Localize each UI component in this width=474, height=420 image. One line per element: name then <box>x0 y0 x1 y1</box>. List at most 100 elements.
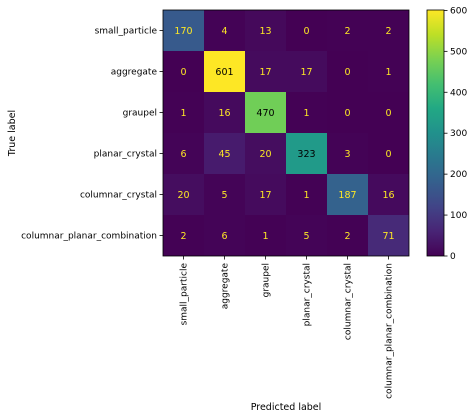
colorbar-tick-label: 300 <box>450 129 467 139</box>
cell-value-label: 16 <box>382 190 394 201</box>
x-tick-label: columnar_crystal <box>344 263 354 340</box>
cell-value-label: 5 <box>303 231 309 242</box>
y-tick-label: small_particle <box>95 27 158 37</box>
cell-value-label: 2 <box>344 231 350 242</box>
x-axis-ticks: small_particle aggregate graupel planar_cry… <box>180 256 395 399</box>
heatmap-cell <box>245 92 286 133</box>
colorbar-tick-label: 500 <box>450 47 467 57</box>
cell-value-label: 17 <box>259 190 271 201</box>
cell-value-label: 0 <box>385 108 391 119</box>
y-tick-label: graupel <box>123 109 157 119</box>
cell-value-label: 13 <box>259 26 271 37</box>
cell-value-label: 45 <box>218 149 230 160</box>
heatmap-cells: 170 4 13 0 2 20 601 17 17 0 11 16 470 1 0 06 45 20 323 3 020… <box>163 10 409 256</box>
heatmap-cell <box>327 92 368 133</box>
heatmap-cell <box>163 10 204 51</box>
cell-value-label: 170 <box>174 26 192 37</box>
cell-value-label: 16 <box>218 108 230 119</box>
y-tick-label: columnar_planar_combination <box>21 232 157 242</box>
y-axis-ticks: small_particle aggregate graupel planar_cry… <box>21 27 163 242</box>
colorbar-tick-label: 0 <box>450 252 456 262</box>
cell-value-label: 0 <box>180 67 186 78</box>
cell-value-label: 1 <box>385 67 391 78</box>
heatmap-cell <box>286 92 327 133</box>
heatmap-cell <box>245 215 286 256</box>
heatmap-cell <box>163 215 204 256</box>
cell-value-label: 1 <box>262 231 268 242</box>
heatmap-cell <box>245 10 286 51</box>
heatmap-cell <box>204 133 245 174</box>
heatmap-cell <box>204 10 245 51</box>
cell-value-label: 323 <box>297 149 315 160</box>
cell-value-label: 20 <box>259 149 271 160</box>
y-tick-label: columnar_crystal <box>80 191 157 201</box>
x-tick-label: graupel <box>262 263 272 297</box>
heatmap-cell <box>327 51 368 92</box>
cell-value-label: 0 <box>385 149 391 160</box>
cell-value-label: 187 <box>338 190 356 201</box>
cell-value-label: 1 <box>180 108 186 119</box>
heatmap-cell <box>286 174 327 215</box>
colorbar-ticks: 0 100 200 300 400 500 600 <box>444 6 467 262</box>
cell-value-label: 6 <box>221 231 227 242</box>
cell-value-label: 601 <box>215 67 233 78</box>
x-tick-label: columnar_planar_combination <box>385 263 395 399</box>
cell-value-label: 0 <box>344 67 350 78</box>
plot-frame <box>162 9 410 257</box>
colorbar-tick-label: 600 <box>450 6 467 16</box>
cell-value-label: 470 <box>256 108 274 119</box>
heatmap-cell <box>163 133 204 174</box>
heatmap-cell <box>204 215 245 256</box>
cell-value-label: 1 <box>303 190 309 201</box>
colorbar <box>426 9 445 257</box>
heatmap-cell <box>327 133 368 174</box>
x-tick-label: planar_crystal <box>303 263 313 326</box>
cell-value-label: 2 <box>385 26 391 37</box>
heatmap-cell <box>368 215 409 256</box>
colorbar-tick-label: 400 <box>450 88 467 98</box>
x-tick-label: small_particle <box>180 263 190 326</box>
heatmap-cell <box>368 51 409 92</box>
cell-value-label: 5 <box>221 190 227 201</box>
colorbar-tick-label: 200 <box>450 170 467 180</box>
heatmap-cell <box>286 10 327 51</box>
heatmap-cell <box>163 92 204 133</box>
cell-value-label: 1 <box>303 108 309 119</box>
cell-value-label: 71 <box>382 231 394 242</box>
x-tick-label: aggregate <box>221 263 231 310</box>
y-axis-label: True label <box>7 110 18 157</box>
heatmap-cell <box>204 92 245 133</box>
heatmap-cell <box>368 10 409 51</box>
heatmap-cell <box>327 10 368 51</box>
y-tick-label: planar_crystal <box>94 150 157 160</box>
cell-value-label: 0 <box>303 26 309 37</box>
heatmap-cell <box>286 133 327 174</box>
cell-value-label: 17 <box>259 67 271 78</box>
heatmap-cell <box>368 174 409 215</box>
heatmap-cell <box>245 133 286 174</box>
cell-value-label: 3 <box>344 149 350 160</box>
heatmap-cell <box>327 174 368 215</box>
heatmap-cell <box>286 51 327 92</box>
heatmap-cell <box>368 133 409 174</box>
heatmap-cell <box>163 51 204 92</box>
y-tick-label: aggregate <box>111 68 158 78</box>
cell-value-label: 4 <box>221 26 227 37</box>
cell-value-label: 17 <box>300 67 312 78</box>
heatmap-cell <box>245 174 286 215</box>
heatmap-cell <box>286 215 327 256</box>
heatmap-cell <box>204 174 245 215</box>
cell-value-label: 20 <box>177 190 189 201</box>
cell-value-label: 0 <box>344 108 350 119</box>
heatmap-cell <box>163 174 204 215</box>
heatmap-cell <box>245 51 286 92</box>
x-axis-label: Predicted label <box>251 402 322 413</box>
heatmap-cell <box>204 51 245 92</box>
heatmap-cell <box>368 92 409 133</box>
cell-value-label: 2 <box>180 231 186 242</box>
heatmap-cell <box>327 215 368 256</box>
colorbar-tick-label: 100 <box>450 211 467 221</box>
cell-value-label: 6 <box>180 149 186 160</box>
cell-value-label: 2 <box>344 26 350 37</box>
